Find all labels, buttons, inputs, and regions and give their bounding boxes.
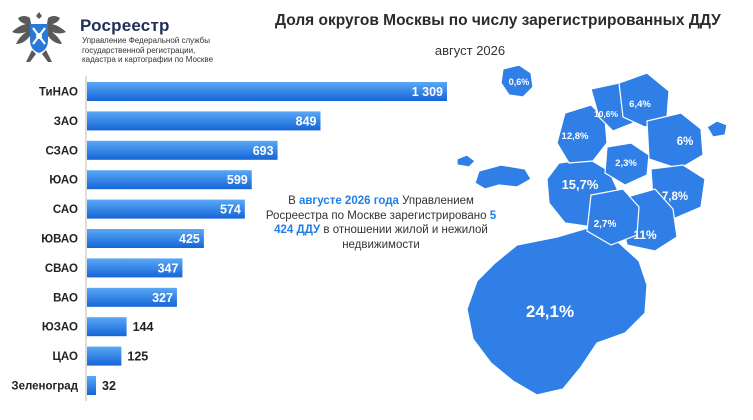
map-region-yuzao: [586, 188, 640, 246]
note-text: В: [288, 195, 299, 207]
bar: [87, 287, 177, 307]
summary-note: В августе 2026 года Управлением Росреест…: [262, 194, 500, 252]
map-region-label: 2,3%: [615, 158, 637, 169]
org-subtitle-line: кадастра и картографии по Москве: [82, 55, 214, 64]
value-label: 574: [220, 203, 241, 217]
map-region-label: 7,8%: [662, 191, 688, 203]
bar: [87, 140, 278, 160]
bar: [87, 346, 122, 366]
category-label: ЮАО: [49, 175, 78, 187]
value-label: 327: [152, 291, 173, 305]
bar: [87, 199, 245, 219]
category-label: ЮЗАО: [42, 322, 78, 334]
bar: [87, 111, 321, 131]
value-label: 144: [133, 320, 154, 334]
category-label: СЗАО: [46, 145, 79, 157]
bar: [87, 258, 183, 278]
value-label: 425: [179, 232, 200, 246]
bar: [87, 170, 252, 190]
map-enclave: [706, 120, 728, 138]
bar: [87, 229, 204, 248]
category-label: САО: [53, 204, 78, 216]
value-label: 347: [158, 261, 179, 275]
org-subtitle-line: Управление Федеральной службы: [82, 36, 210, 45]
category-label: ЗАО: [54, 116, 78, 128]
bar: [87, 317, 127, 337]
map-region-vao: [646, 112, 704, 170]
chart-subtitle: август 2026: [434, 43, 506, 58]
map-region-label: 12,8%: [562, 131, 589, 142]
map-enclave: [456, 154, 476, 168]
category-label: ЮВАО: [41, 234, 78, 246]
bar: [87, 376, 96, 395]
map-region-label: 11%: [633, 228, 657, 242]
map-region-label: 2,7%: [594, 219, 617, 230]
category-label: ЦАО: [53, 351, 79, 363]
org-name: Росреестр: [80, 16, 170, 35]
value-label: 849: [296, 114, 317, 128]
bar: [87, 82, 447, 101]
org-subtitle: Управление Федеральной службы государств…: [82, 36, 272, 65]
map-region-label: 24,1%: [526, 302, 574, 321]
map-region-label: 10,6%: [594, 109, 619, 119]
value-label: 32: [102, 379, 116, 393]
rosreestr-logo: Росреестр Управление Федеральной службы …: [8, 6, 258, 76]
double-eagle-emblem-icon: [12, 12, 66, 62]
map-region-label: 6%: [677, 136, 694, 148]
value-label: 599: [227, 173, 248, 187]
map-region-szao: [556, 104, 608, 164]
note-text: Управлением Росреестра по Москве зарегис…: [265, 195, 490, 222]
moscow-districts-map: 24,1% 15,7% 12,8% 11% 10,6% 7,8% 6,4% 6% 2,7% 2,3…: [456, 64, 728, 396]
chart-title: Доля округов Москвы по числу зарегистрир…: [275, 12, 721, 29]
value-label: 693: [253, 144, 274, 158]
org-subtitle-line: государственной регистрации,: [82, 45, 196, 55]
map-region-label: 15,7%: [562, 177, 599, 192]
bar-chart: ТиНАО 1 309 ЗАО 849 СЗАО 693 ЮАО 599 САО 574 ЮВАО 4…: [11, 76, 447, 401]
category-label: Зеленоград: [11, 381, 78, 393]
map-region-cao: [604, 142, 650, 186]
note-highlight-count: 5 424 ДДУ: [274, 209, 497, 237]
category-label: ВАО: [53, 292, 78, 304]
map-enclave: [474, 164, 532, 190]
map-region-label: 6,4%: [629, 99, 651, 110]
category-label: СВАО: [45, 263, 78, 275]
note-highlight-period: августе 2026 года: [298, 195, 399, 207]
bars: ТиНАО 1 309 ЗАО 849 СЗАО 693 ЮАО 599 САО 574 ЮВАО 4…: [11, 82, 447, 395]
value-label: 125: [127, 350, 148, 364]
map-region-label: 0,6%: [509, 77, 530, 87]
value-label: 1 309: [412, 85, 443, 99]
note-text: в отношении жилой и нежилой недвижимости: [320, 224, 488, 251]
category-label: ТиНАО: [39, 87, 78, 99]
map-region-zelenograd: [500, 64, 534, 98]
